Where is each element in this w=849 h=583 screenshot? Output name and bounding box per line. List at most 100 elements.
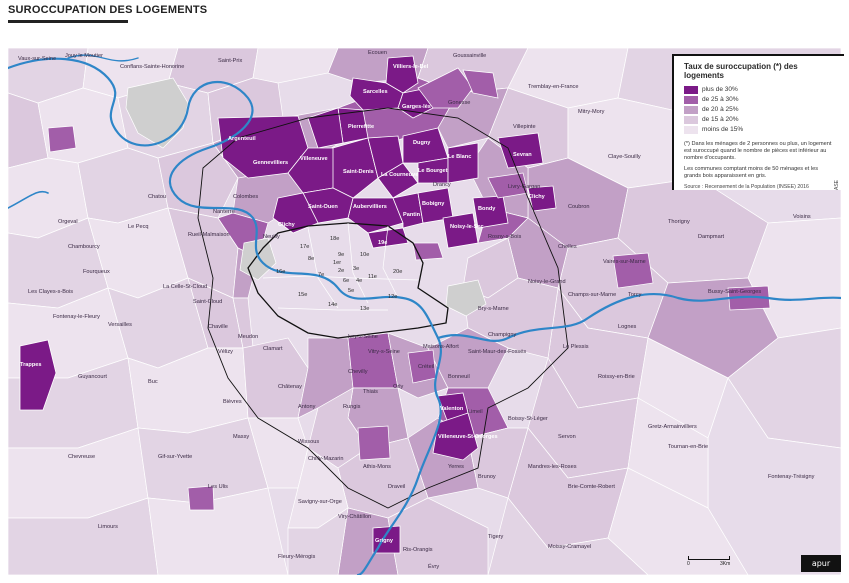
arrondissement-labels: 17e 18e 19e 20e 16e 8e 9e 10e 7e 2e 3e 1… <box>276 236 402 312</box>
label-roissy-brie: Roissy-en-Brie <box>598 374 635 380</box>
label-mitry: Mitry-Mory <box>578 109 605 115</box>
label-clamart: Clamart <box>263 346 283 352</box>
label-fleury: Fleury-Mérogis <box>278 554 316 560</box>
label-courneuve: La Courneuve <box>381 172 418 178</box>
label-mandres: Mandres-les-Roses <box>528 464 577 470</box>
commune-villetaneuse <box>307 107 344 149</box>
svg-text:11e: 11e <box>368 274 377 280</box>
label-creteil: Créteil <box>418 364 434 370</box>
svg-text:18e: 18e <box>330 236 339 242</box>
label-bussy: Bussy-Saint-Georges <box>708 289 761 295</box>
label-tigery: Tigery <box>488 534 504 540</box>
label-bougival: La Celle-St-Cloud <box>163 284 207 290</box>
label-torcy: Torcy <box>628 292 642 298</box>
scale-bar: 0 3Km <box>687 556 734 570</box>
label-draveil: Draveil <box>388 484 405 490</box>
label-rueil: Rueil-Malmaison <box>188 232 230 238</box>
commune-clichy <box>272 192 319 234</box>
legend-row: moins de 15% <box>684 125 836 134</box>
label-bourget: Le Bourget <box>418 168 448 174</box>
scale-label-start: 0 <box>687 561 690 567</box>
label-le-pecq: Le Pecq <box>128 224 149 230</box>
legend-note-grey: Les communes comptant moins de 50 ménage… <box>684 166 819 179</box>
label-jouy: Jouy le Moutier <box>65 53 103 59</box>
label-nanterre: Nanterre <box>213 209 235 215</box>
label-claye: Claye-Souilly <box>608 154 641 160</box>
label-bobigny: Bobigny <box>422 201 445 207</box>
label-orly: Orly <box>393 384 403 390</box>
label-wissous: Wissous <box>298 439 319 445</box>
label-moissy: Moissy-Cramayel <box>548 544 591 550</box>
label-vitry: Vitry-s-Seine <box>368 349 400 355</box>
label-villeneuve-garenne: Villeneuve <box>300 156 328 162</box>
title-underline <box>8 20 128 23</box>
svg-text:14e: 14e <box>328 302 337 308</box>
label-conflans: Conflans-Sainte-Honorine <box>120 64 184 70</box>
label-bonneuil: Bonneuil <box>448 374 470 380</box>
label-orgeval: Orgeval <box>58 219 78 225</box>
label-dugny: Dugny <box>413 140 431 146</box>
legend-label: plus de 30% <box>702 86 738 93</box>
label-limeil: Limeil <box>468 409 483 415</box>
label-saint-cloud: Saint-Cloud <box>193 299 222 305</box>
label-coubron: Coubron <box>568 204 589 210</box>
label-athis: Athis-Mons <box>363 464 391 470</box>
commune-sevran <box>497 132 544 169</box>
legend-label: de 20 à 25% <box>702 106 739 113</box>
legend-classes: plus de 30% de 25 à 30% de 20 à 25% de 1… <box>684 85 836 134</box>
forest-saint-germain <box>125 77 189 149</box>
svg-text:7e: 7e <box>318 272 324 278</box>
commune-villeneuve-saint-georges <box>432 412 479 461</box>
commune-labels: Vaux-sur-Seine Jouy le Moutier Conflans-… <box>18 50 815 570</box>
label-vaires: Vaires-sur-Marne <box>603 259 646 265</box>
label-noisy-grand: Noisy-le-Grand <box>528 279 566 285</box>
legend-source: Source : Recensement de la Population (I… <box>684 184 809 190</box>
legend-swatch <box>684 115 698 124</box>
legend-code: ASE <box>834 180 840 191</box>
label-sevran: Sevran <box>513 152 532 158</box>
communes-25-30 <box>47 67 771 511</box>
label-clichy: Clichy <box>278 222 296 228</box>
label-champigny: Champigny <box>488 332 516 338</box>
label-fontenay-tresigny: Fontenay-Trésigny <box>768 474 815 480</box>
label-frepillon: Saint-Prix <box>218 58 242 64</box>
label-clichy-sous-bois: Clichy <box>528 194 546 200</box>
commune-clichy-sous-bois <box>527 185 557 212</box>
label-clayes: Les Clayes-s-Bois <box>28 289 73 295</box>
map-legend: Taux de suroccupation (*) des logements … <box>672 54 844 190</box>
paris-boundary <box>247 222 449 339</box>
legend-row: plus de 30% <box>684 85 836 94</box>
bois-de-vincennes <box>445 279 487 317</box>
label-gif: Gif-sur-Yvette <box>158 454 192 460</box>
legend-row: de 20 à 25% <box>684 105 836 114</box>
label-viry: Viry-Châtillon <box>338 514 371 520</box>
scale-label-end: 3Km <box>720 561 731 567</box>
label-gretz: Gretz-Armainvilliers <box>648 424 697 430</box>
label-les-ulis: Les Ulis <box>208 484 228 490</box>
label-evry: Évry <box>428 563 439 570</box>
label-yerres: Yerres <box>448 464 464 470</box>
label-goussainville: Goussainville <box>453 53 486 59</box>
marne-river <box>436 293 841 342</box>
label-ris: Ris-Orangis <box>403 547 433 553</box>
svg-text:15e: 15e <box>298 292 307 298</box>
label-thorigny: Thorigny <box>668 219 690 225</box>
label-brunoy: Brunoy <box>478 474 496 480</box>
label-grigny: Grigny <box>375 538 394 544</box>
label-rosny: Rosny-s-Bois <box>488 234 521 240</box>
label-chaville: Chaville <box>208 324 228 330</box>
label-servon: Servon <box>558 434 576 440</box>
label-blanc-mesnil: Le Blanc <box>448 154 471 160</box>
label-villepinte: Villepinte <box>513 124 536 130</box>
label-savigny: Savigny-sur-Orge <box>298 499 342 505</box>
legend-swatch <box>684 85 698 94</box>
label-chevilly: Chevilly <box>348 369 368 375</box>
label-bry: Bry-s-Marne <box>478 306 509 312</box>
communes-over-30 <box>19 55 557 554</box>
label-lognes: Lognes <box>618 324 637 330</box>
svg-text:9e: 9e <box>338 252 344 258</box>
legend-label: de 15 à 20% <box>702 116 739 123</box>
label-fourqueux: Fourqueux <box>83 269 110 275</box>
label-rungis: Rungis <box>343 404 361 410</box>
label-voisins: Voisins <box>793 214 811 220</box>
